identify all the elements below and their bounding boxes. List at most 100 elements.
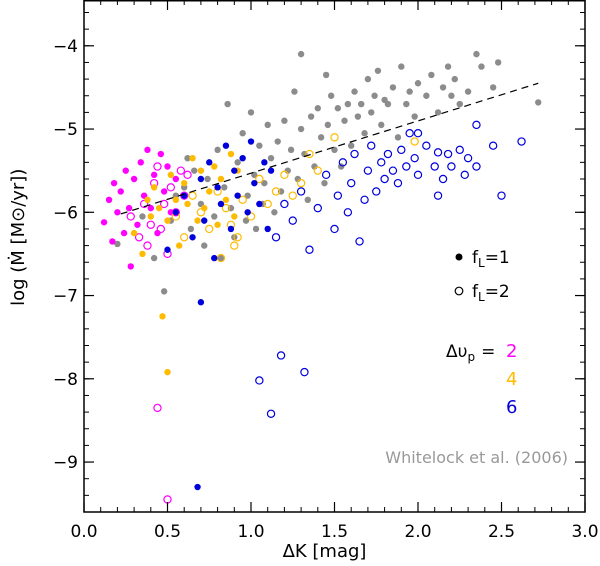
legend: fL=1 fL=2 Δυp = 2 4 6 — [446, 248, 517, 418]
data-point — [274, 138, 281, 145]
data-point — [184, 200, 191, 208]
legend-open-marker — [454, 286, 464, 296]
data-point — [281, 117, 288, 124]
y-tick-label: −8 — [53, 370, 78, 390]
y-tick-label: −5 — [53, 120, 78, 140]
data-point — [535, 99, 542, 106]
data-point — [374, 67, 382, 74]
data-point — [183, 170, 192, 180]
data-point — [167, 171, 175, 179]
data-point — [150, 254, 158, 262]
y-axis-title: log (Ṁ [M⊙/yr]) — [8, 169, 29, 306]
legend-group-6: 6 — [506, 397, 517, 418]
x-tick-label: 0.5 — [154, 522, 181, 542]
data-point — [297, 125, 305, 133]
data-point — [334, 105, 342, 112]
data-point — [239, 130, 246, 137]
data-point — [296, 178, 306, 188]
data-point — [114, 240, 121, 248]
data-point — [380, 174, 389, 184]
data-point — [156, 224, 166, 234]
data-point — [294, 175, 301, 183]
data-point — [304, 196, 311, 204]
data-point — [261, 159, 268, 166]
data-point — [368, 109, 375, 116]
data-point — [333, 191, 343, 200]
data-point — [343, 208, 353, 217]
data-point — [157, 150, 165, 158]
data-point — [271, 233, 281, 242]
legend-open-label: fL=2 — [472, 282, 510, 304]
data-point — [146, 220, 155, 229]
data-point — [307, 113, 315, 120]
data-point — [271, 209, 278, 216]
data-point — [166, 183, 176, 192]
data-point — [451, 75, 458, 83]
data-point — [139, 213, 146, 220]
data-point — [393, 178, 403, 188]
y-tick-label: −6 — [53, 203, 78, 223]
data-point — [305, 245, 314, 254]
data-point — [117, 188, 124, 195]
data-point — [181, 192, 188, 199]
data-point — [497, 191, 506, 200]
data-point — [280, 199, 289, 209]
data-point — [197, 299, 205, 306]
data-point — [256, 142, 263, 149]
data-point — [517, 137, 526, 146]
data-point — [221, 203, 231, 213]
fit-line — [120, 82, 539, 215]
data-point — [434, 109, 442, 116]
data-point — [214, 184, 221, 191]
data-point — [189, 154, 196, 162]
data-point — [154, 229, 161, 237]
data-point — [371, 92, 378, 99]
data-point — [414, 80, 422, 87]
data-point — [153, 162, 162, 171]
data-point — [297, 50, 305, 58]
data-point — [230, 241, 239, 250]
data-point — [358, 100, 365, 108]
data-point — [231, 213, 238, 220]
data-point — [354, 113, 362, 120]
data-point — [313, 203, 322, 213]
data-point — [263, 199, 272, 209]
legend-group-4: 4 — [506, 369, 517, 390]
data-point — [494, 59, 502, 66]
data-point — [266, 409, 276, 418]
data-point — [456, 100, 463, 108]
data-point — [179, 233, 189, 242]
data-point — [337, 163, 345, 170]
data-point — [222, 142, 230, 149]
data-point — [472, 120, 481, 130]
data-point — [114, 209, 121, 216]
data-point — [217, 254, 225, 262]
data-point — [127, 263, 134, 270]
data-point — [348, 142, 355, 149]
data-point — [488, 141, 498, 150]
data-point — [327, 92, 335, 99]
data-point — [413, 129, 423, 138]
data-point — [160, 188, 168, 195]
data-point — [197, 167, 205, 174]
data-point — [284, 167, 291, 174]
data-point — [455, 145, 464, 155]
data-point — [398, 63, 405, 70]
data-point — [422, 141, 431, 150]
data-point — [439, 84, 447, 91]
legend-group-2: 2 — [506, 341, 517, 362]
data-point — [447, 162, 456, 171]
x-tick-label: 2.5 — [488, 522, 515, 542]
data-point — [405, 129, 414, 138]
data-point — [221, 184, 228, 191]
data-point — [397, 145, 406, 155]
data-point — [344, 100, 352, 108]
data-point — [330, 133, 339, 142]
data-point — [194, 483, 201, 491]
data-point — [224, 100, 231, 108]
data-point — [267, 167, 275, 174]
data-point — [271, 187, 281, 196]
data-point — [201, 217, 208, 224]
data-point — [206, 188, 213, 195]
data-point — [233, 233, 242, 242]
